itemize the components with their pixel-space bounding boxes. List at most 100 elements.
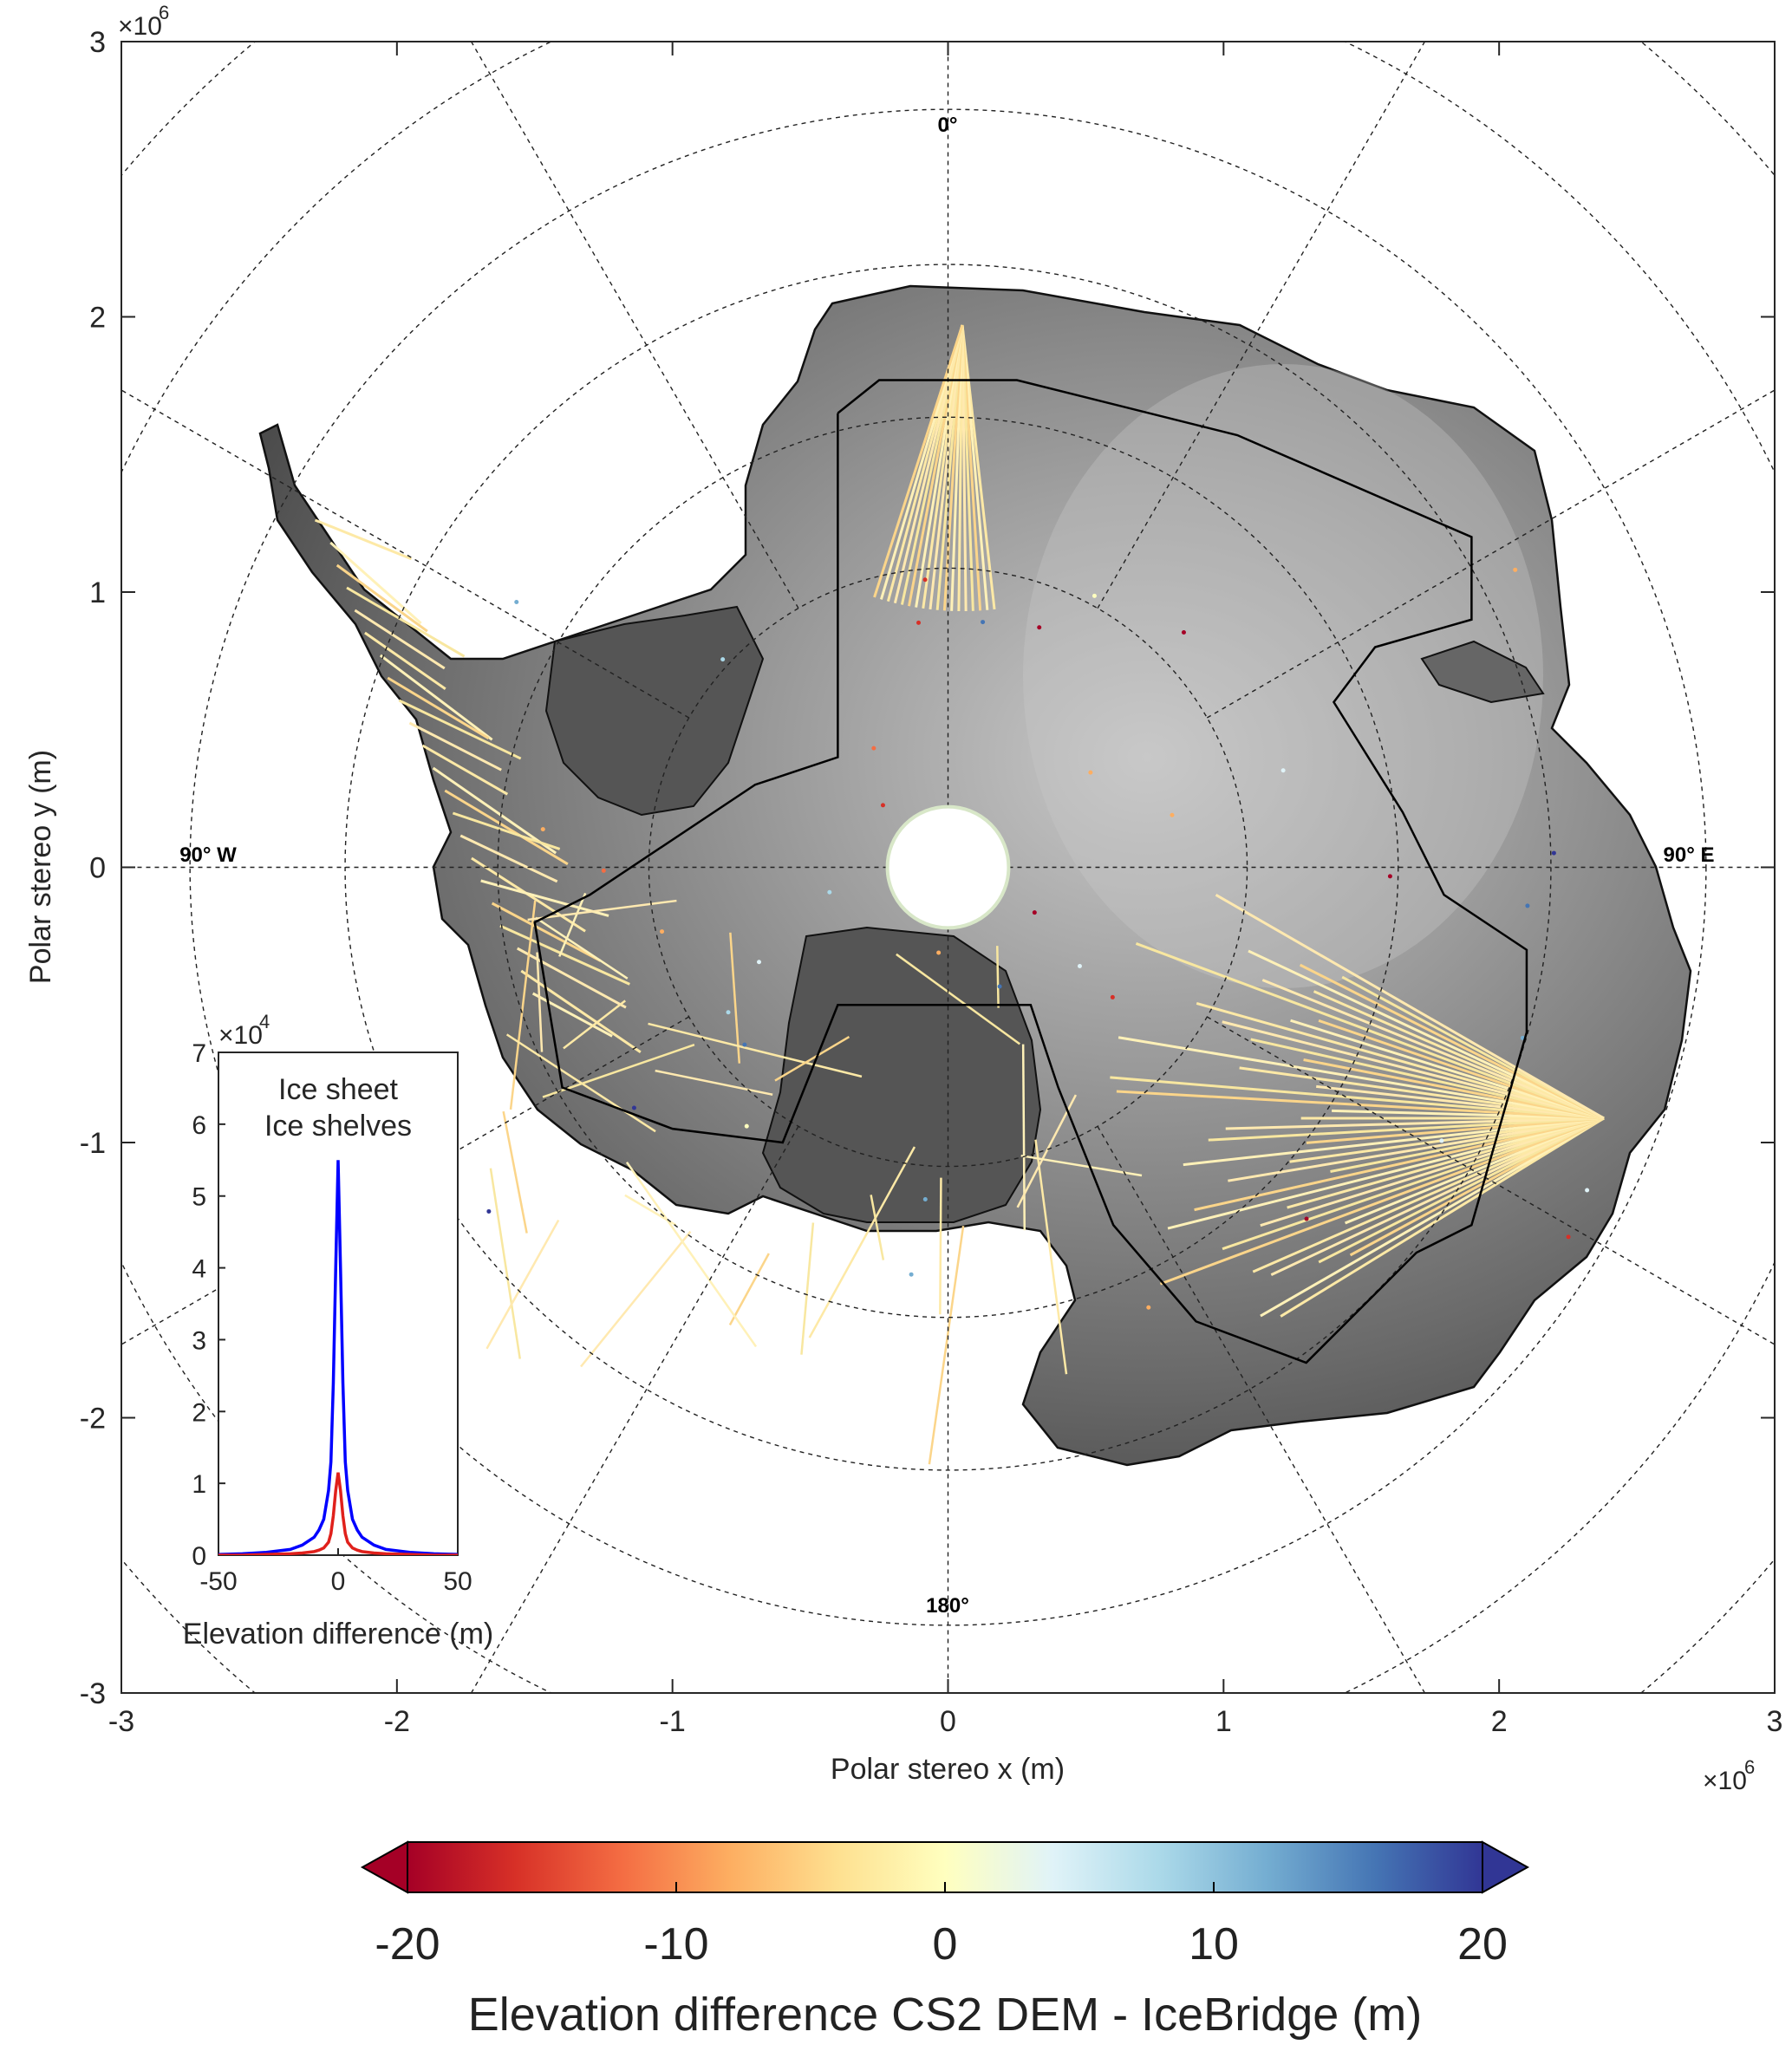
flight-line xyxy=(896,953,1020,1045)
graticule-meridian xyxy=(1206,389,1775,719)
amery-ice-shelf xyxy=(1420,640,1545,704)
flight-point xyxy=(922,577,928,583)
flight-line xyxy=(1225,1117,1605,1130)
flight-point xyxy=(1088,770,1093,775)
colorbar-tick-label: 10 xyxy=(1189,1919,1239,1970)
flight-point xyxy=(720,657,726,662)
x-exponent: ×10 6 xyxy=(1703,1756,1755,1795)
flight-point xyxy=(916,620,922,625)
legend-ice-sheet: Ice sheet xyxy=(278,1073,399,1106)
flight-line xyxy=(1110,1076,1605,1120)
grid-label-left: 90° W xyxy=(179,843,237,867)
inset-y-tick-label: 0 xyxy=(192,1542,206,1571)
flight-line xyxy=(491,902,602,962)
flight-line xyxy=(558,892,587,957)
legend-ice-shelves: Ice shelves xyxy=(264,1110,412,1143)
flight-line xyxy=(774,1035,850,1082)
flight-line xyxy=(800,1222,815,1355)
flight-line xyxy=(432,766,557,855)
y-exponent: ×10 6 xyxy=(118,2,169,41)
flight-line xyxy=(1016,1094,1078,1208)
flight-line xyxy=(1303,1058,1605,1120)
flight-line xyxy=(1194,1117,1605,1212)
ronne-ice-shelf xyxy=(544,605,765,817)
flight-line xyxy=(1349,1117,1605,1257)
flight-line xyxy=(387,676,490,740)
svg-text:×10: ×10 xyxy=(218,1021,263,1050)
inset-y-tick-label: 7 xyxy=(192,1039,206,1068)
flight-point xyxy=(997,984,1002,989)
flight-line xyxy=(452,811,561,850)
y-tick-label: 0 xyxy=(89,852,106,885)
flight-line xyxy=(1287,1117,1605,1209)
inset-plot-area xyxy=(218,1052,459,1556)
flight-point xyxy=(909,1272,914,1277)
flight-point xyxy=(1585,1188,1590,1193)
colorbar-tick-label: -10 xyxy=(643,1919,708,1970)
flight-line xyxy=(1252,1117,1605,1273)
flight-line xyxy=(1183,1117,1605,1167)
flight-point xyxy=(1304,1216,1309,1221)
flight-point xyxy=(1170,812,1175,817)
flight-point xyxy=(1077,963,1082,968)
flight-line xyxy=(1248,949,1605,1120)
y-tick-label: 1 xyxy=(89,576,106,609)
flight-line xyxy=(1318,1019,1605,1120)
flight-line xyxy=(408,721,502,772)
flight-line xyxy=(996,946,1000,1008)
ross-ice-shelf xyxy=(761,926,1042,1223)
flight-line xyxy=(1318,1117,1605,1264)
flight-line xyxy=(1313,990,1605,1120)
graticule-meridian xyxy=(1097,42,1426,609)
flight-line xyxy=(1280,1117,1605,1318)
flight-point xyxy=(757,960,762,965)
inset-x-label: Elevation difference (m) xyxy=(183,1618,493,1651)
flight-line xyxy=(1222,1117,1605,1251)
flight-point xyxy=(981,620,986,625)
flight-point xyxy=(922,1196,928,1201)
flight-point xyxy=(1181,629,1186,635)
flight-line xyxy=(1208,1117,1605,1142)
colorbar: -20 -10 0 10 20 Elevation difference CS2 DEM… xyxy=(360,1840,1530,2041)
flight-line xyxy=(1260,1117,1605,1318)
y-tick-label: -2 xyxy=(80,1403,106,1436)
flight-line xyxy=(1290,1019,1605,1120)
flight-line xyxy=(1135,942,1605,1120)
flight-line xyxy=(1159,1117,1605,1286)
flight-line xyxy=(808,1146,916,1338)
flight-point xyxy=(1439,1138,1444,1143)
flight-line xyxy=(536,952,544,1052)
flight-line xyxy=(625,1162,758,1348)
flight-line xyxy=(1215,893,1605,1120)
flight-line xyxy=(444,789,569,866)
flight-line xyxy=(648,1022,863,1078)
grid-label-top: 0° xyxy=(938,114,958,137)
flight-line xyxy=(354,609,446,670)
flight-line xyxy=(1299,963,1605,1120)
colorbar-right-arrow xyxy=(1482,1840,1530,1894)
series-ice-shelves-line xyxy=(218,1472,458,1555)
flight-line xyxy=(485,1219,560,1350)
flight-point xyxy=(631,1105,636,1110)
flight-point xyxy=(1525,903,1530,908)
svg-text:×10: ×10 xyxy=(118,12,162,41)
flight-line xyxy=(1261,979,1605,1120)
flight-line xyxy=(563,999,626,1050)
svg-text:6: 6 xyxy=(159,2,169,23)
grid-label-bottom: 180° xyxy=(926,1594,969,1618)
flight-line xyxy=(870,1195,885,1260)
inset-y-tick-label: 2 xyxy=(192,1398,206,1427)
flight-point xyxy=(1280,768,1286,773)
flight-line xyxy=(1118,1036,1605,1120)
flight-point xyxy=(1513,567,1518,572)
pole-hole xyxy=(885,804,1011,930)
flight-point xyxy=(1110,994,1115,999)
flight-line xyxy=(1034,1139,1068,1375)
graticule-meridian xyxy=(1206,1016,1775,1345)
x-tick-label: 2 xyxy=(1491,1705,1508,1738)
graticule-circle xyxy=(497,416,1399,1318)
x-tick-label: -2 xyxy=(384,1705,410,1738)
inset-y-tick-label: 4 xyxy=(192,1255,206,1284)
inset-y-tick-label: 3 xyxy=(192,1326,206,1355)
